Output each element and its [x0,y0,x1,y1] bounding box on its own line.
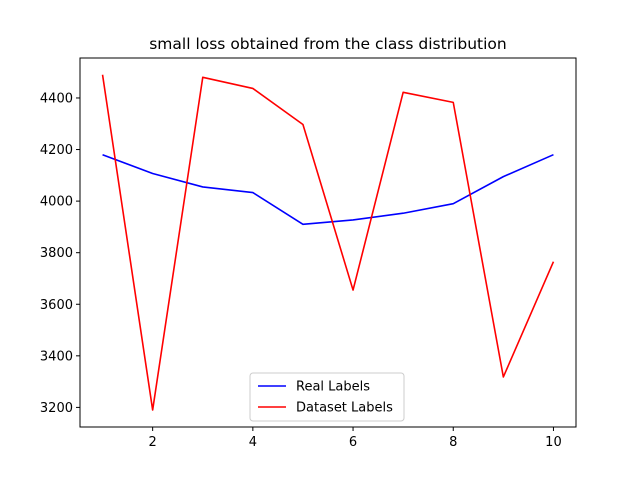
legend-box [249,372,405,422]
y-tick-label: 3600 [40,298,73,313]
legend: Real Labels Dataset Labels [249,372,405,422]
chart-title: small loss obtained from the class distr… [149,35,507,53]
legend-label: Real Labels [296,380,370,395]
y-tick-label: 4400 [40,91,73,106]
x-tick-label: 4 [249,435,257,450]
x-tick-label: 10 [545,435,562,450]
series-line-real-labels [102,153,554,226]
series-layer [101,74,555,411]
series-line-dataset-labels [101,74,555,411]
y-tick-label: 4200 [40,143,73,158]
x-tick-label: 2 [149,435,157,450]
legend-label: Dataset Labels [296,401,393,416]
y-tick-label: 3400 [40,349,73,364]
y-tick-label: 3800 [40,246,73,261]
axes: 2 4 6 8 10 3200 3400 3600 3800 4000 4200 4400 [40,57,577,450]
plot-frame [79,57,577,428]
x-tick-label: 6 [349,435,357,450]
y-tick-label: 4000 [40,195,73,210]
x-tick-label: 8 [449,435,457,450]
y-tick-label: 3200 [40,401,73,416]
